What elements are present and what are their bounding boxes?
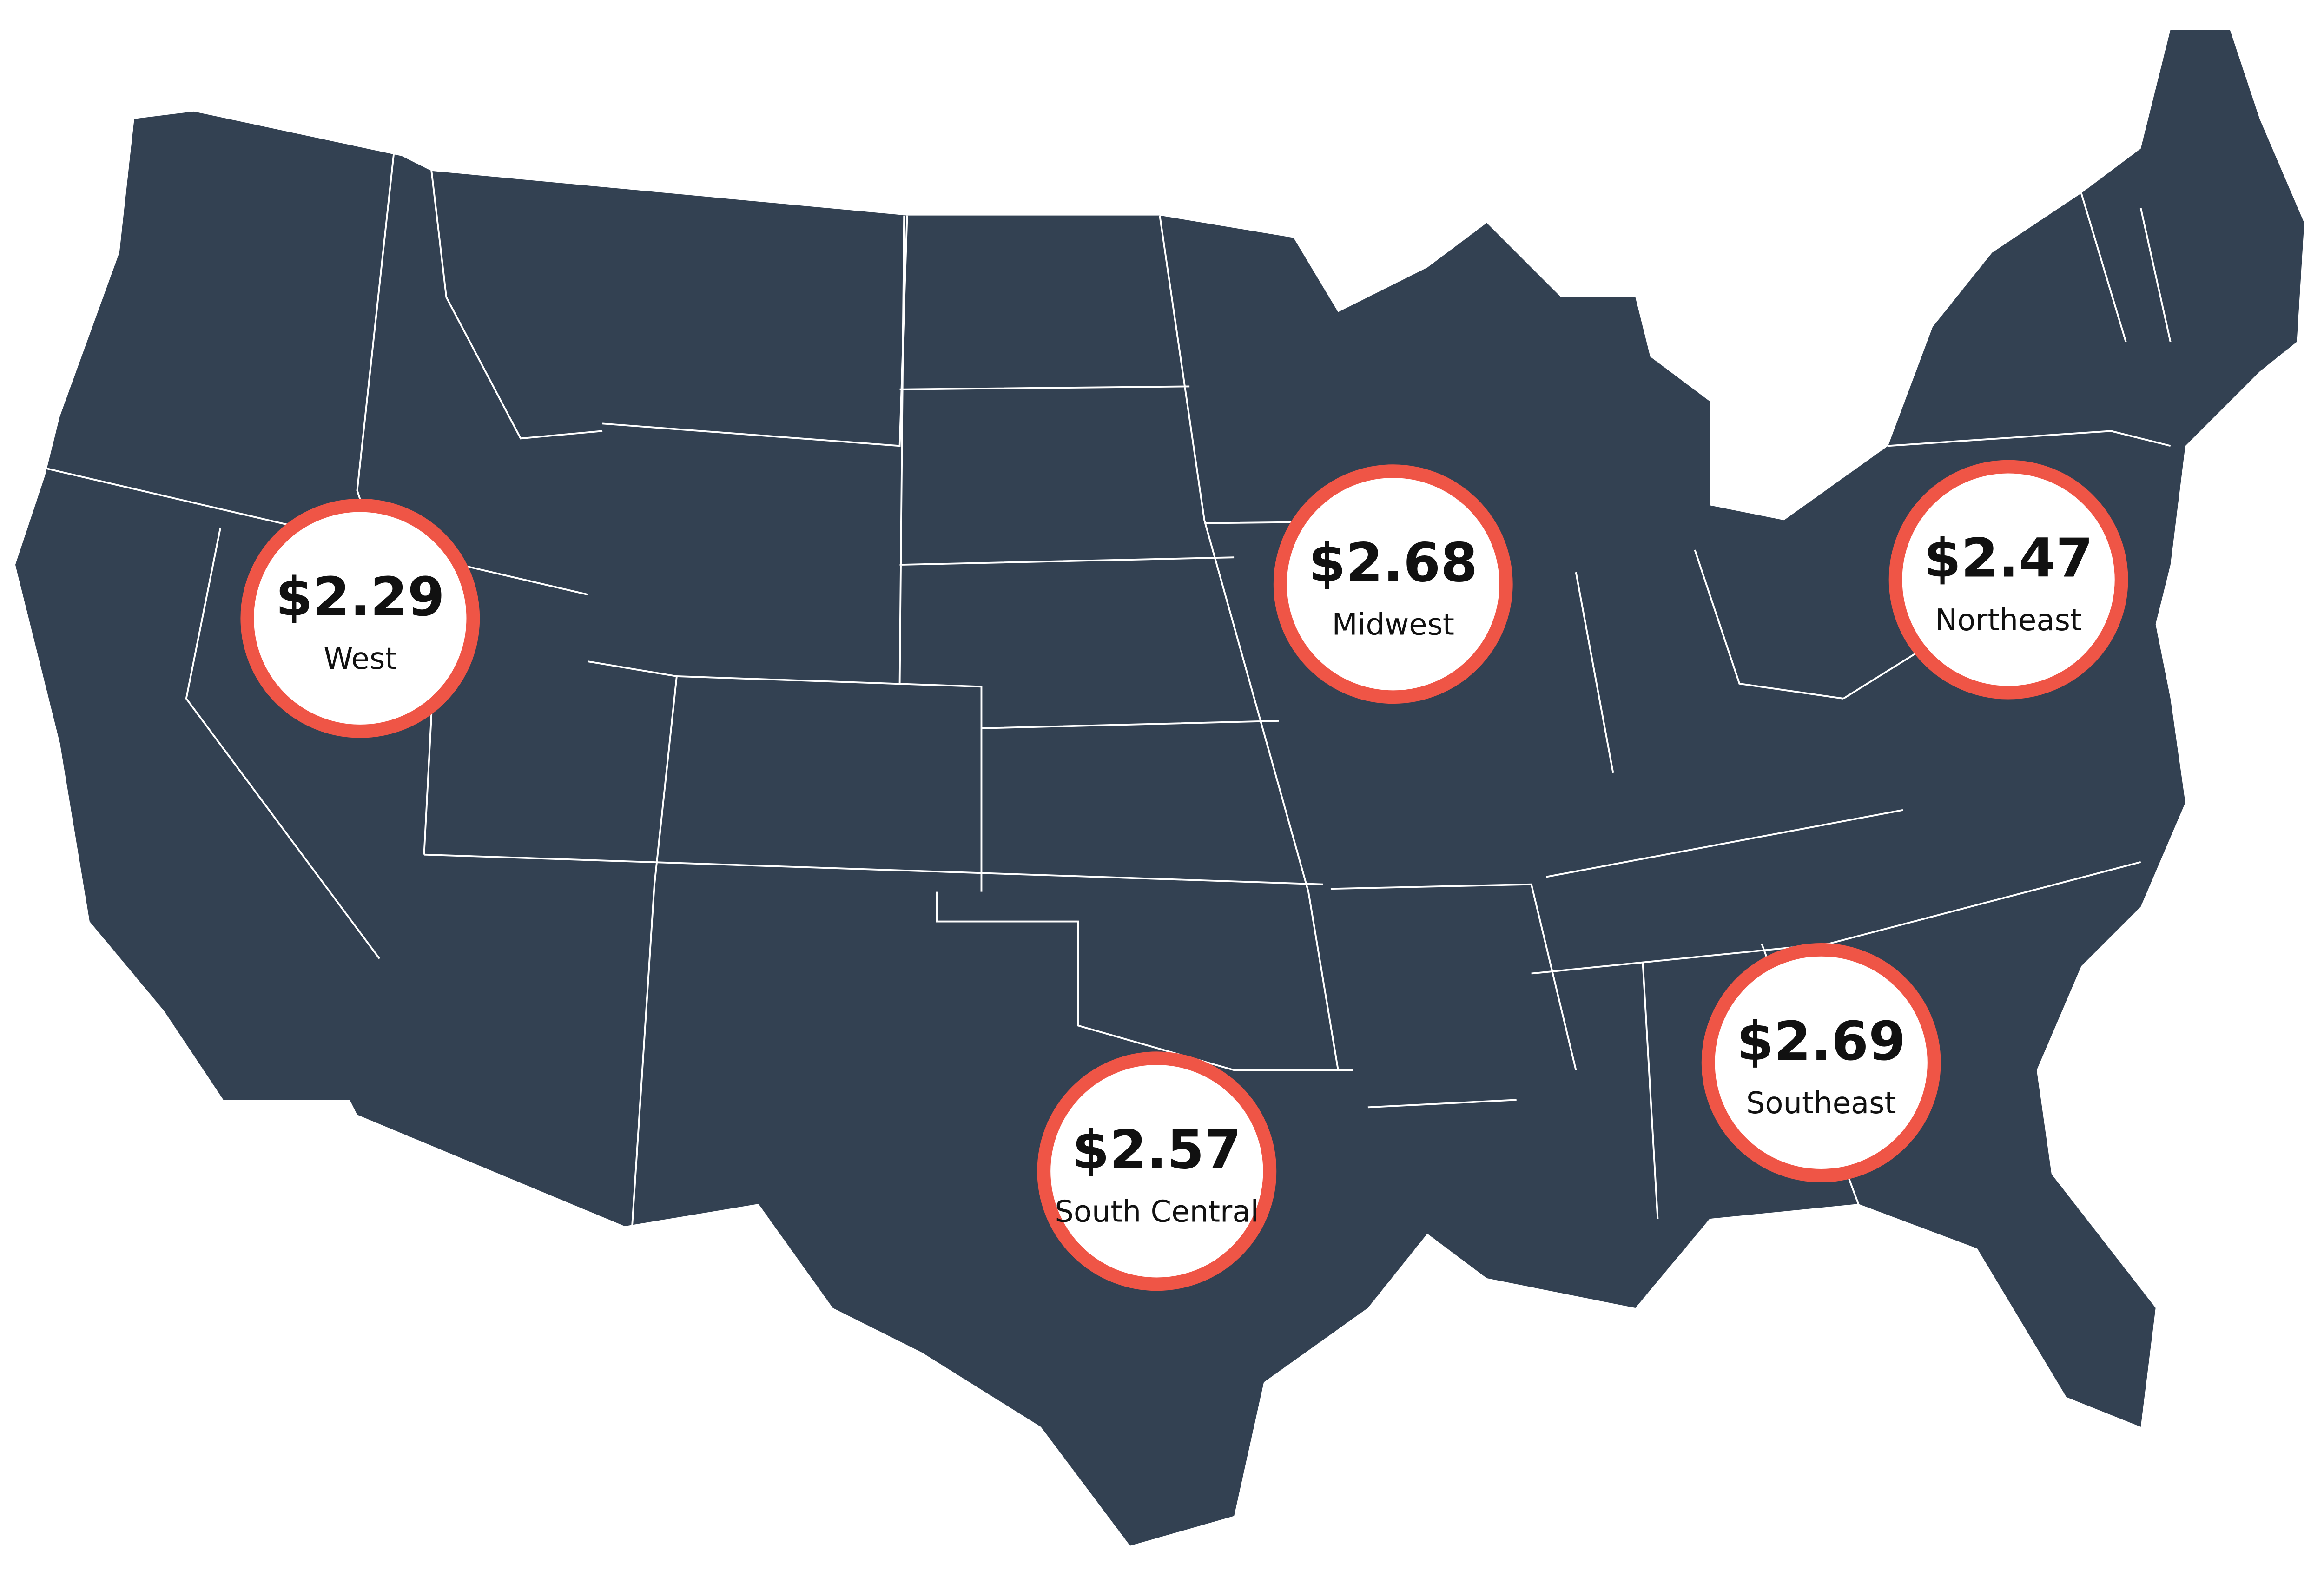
region-name: Midwest [1332, 607, 1454, 642]
region-badge: $2.69 Southeast [1701, 943, 1941, 1182]
region-badge: $2.47 Northeast [1888, 460, 2128, 700]
badge-circle [1037, 1051, 1277, 1291]
badge-circle [1888, 460, 2128, 700]
us-outline [15, 29, 2304, 1546]
badge-circle [1701, 943, 1941, 1182]
region-price: $2.68 [1308, 532, 1478, 594]
region-price: $2.47 [1924, 528, 2093, 590]
region-price: $2.69 [1736, 1010, 1906, 1073]
region-badge: $2.68 Midwest [1273, 464, 1513, 704]
region-name: South Central [1055, 1195, 1259, 1229]
region-name: Northeast [1935, 603, 2082, 638]
region-price: $2.57 [1072, 1119, 1241, 1181]
badge-circle [240, 498, 480, 738]
region-badge: $2.57 South Central [1037, 1051, 1277, 1291]
region-badge: $2.29 West [240, 498, 480, 738]
region-name: West [324, 642, 396, 676]
region-name: Southeast [1746, 1086, 1896, 1121]
region-price: $2.29 [276, 566, 445, 628]
badge-circle [1273, 464, 1513, 704]
